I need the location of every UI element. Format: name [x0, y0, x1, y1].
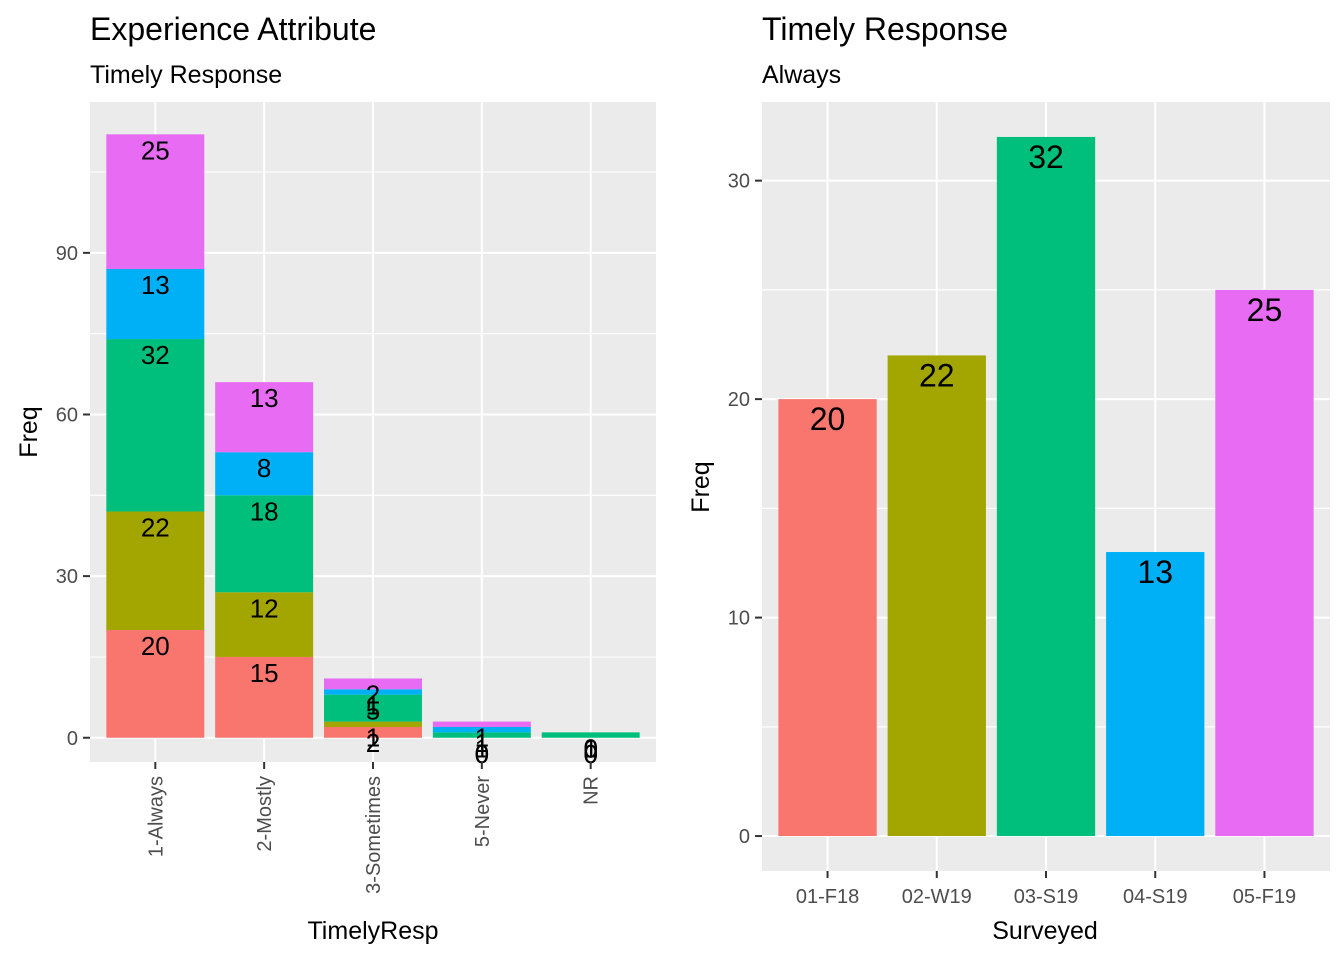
bar-label: 0: [583, 739, 597, 769]
left-chart-subtitle: Timely Response: [90, 61, 282, 89]
bar-label: 20: [810, 401, 846, 437]
bar-label: 0: [583, 733, 597, 763]
bar-segment: [106, 511, 205, 630]
bar: [887, 355, 986, 837]
y-tick-label: 30: [728, 171, 750, 193]
bar-label: 0: [583, 733, 597, 763]
bar-segment: [324, 689, 422, 695]
y-tick-label: 0: [739, 826, 750, 848]
left-y-axis-title: Freq: [15, 406, 43, 457]
bar-label: 13: [1137, 554, 1173, 590]
bar: [778, 399, 877, 837]
bar: [1106, 552, 1205, 837]
bar-label: 18: [250, 496, 279, 526]
bar-label: 22: [919, 357, 955, 393]
bar-segment: [215, 495, 314, 593]
bar-label: 1: [475, 723, 489, 753]
bar-segment: [324, 726, 422, 738]
x-tick-label: 04-S19: [1123, 886, 1188, 908]
bar-label: 25: [1247, 292, 1283, 328]
right-bar-labels: 20 22 32 13 25: [810, 139, 1283, 590]
left-x-axis-title: TimelyResp: [307, 917, 438, 945]
bar-label: 1: [583, 733, 597, 763]
left-x-axis: 1-Always 2-Mostly 3-Sometimes 5-Never NR: [145, 762, 603, 894]
right-y-axis: 0 10 20 30: [728, 171, 762, 848]
bar-label: 32: [1028, 139, 1064, 175]
right-x-axis-title: Surveyed: [992, 917, 1098, 945]
bar-label: 22: [141, 512, 170, 542]
bar-label: 13: [250, 383, 279, 413]
x-tick-label: 03-S19: [1014, 886, 1079, 908]
bar: [1215, 289, 1314, 837]
bar-segment: [324, 678, 422, 690]
bar-label: 8: [257, 453, 271, 483]
bar-segment: [106, 134, 205, 270]
y-tick-label: 0: [67, 728, 78, 750]
left-bars: [106, 134, 640, 738]
x-tick-label: NR: [581, 776, 603, 805]
bar-segment: [106, 269, 205, 340]
bar-segment: [106, 339, 205, 512]
x-tick-label: 02-W19: [902, 886, 972, 908]
y-tick-label: 90: [56, 243, 78, 265]
bar-label: 0: [583, 739, 597, 769]
bar-label: 0: [475, 739, 489, 769]
x-tick-label: 3-Sometimes: [363, 776, 385, 894]
bar-label: 1: [475, 728, 489, 758]
bar-segment: [432, 732, 531, 738]
bar-label: 1: [366, 723, 380, 753]
x-tick-label: 2-Mostly: [254, 776, 276, 852]
right-chart: Timely Response Always 20 22 32 13 25 0 10 20 3…: [687, 11, 1330, 945]
right-x-axis: 01-F18 02-W19 03-S19 04-S19 05-F19: [796, 871, 1296, 908]
left-chart-title: Experience Attribute: [90, 11, 376, 47]
bar-segment: [215, 382, 314, 453]
left-y-axis: 0 30 60 90: [56, 243, 90, 750]
bar-label: 25: [141, 135, 170, 165]
bar-label: 32: [141, 340, 170, 370]
right-y-axis-title: Freq: [687, 461, 715, 512]
y-tick-label: 60: [56, 404, 78, 426]
bar-label: 13: [141, 270, 170, 300]
bar-segment: [215, 452, 314, 496]
x-tick-label: 1-Always: [145, 776, 167, 857]
bar: [996, 136, 1096, 837]
bar-label: 12: [250, 593, 279, 623]
bar-label: 0: [475, 739, 489, 769]
left-chart: Experience Attribute Timely Response 202…: [15, 11, 656, 945]
bar-segment: [324, 694, 422, 722]
y-tick-label: 20: [728, 389, 750, 411]
bar-segment: [215, 656, 314, 738]
y-tick-label: 10: [728, 608, 750, 630]
bar-label: 15: [250, 658, 279, 688]
right-chart-subtitle: Always: [762, 61, 841, 89]
x-tick-label: 01-F18: [796, 886, 859, 908]
bar-segment: [324, 721, 422, 727]
bar-label: 1: [475, 733, 489, 763]
bar-segment: [215, 592, 314, 657]
bar-label: 2: [366, 679, 380, 709]
y-tick-label: 30: [56, 566, 78, 588]
bar-label: 1: [366, 690, 380, 720]
bar-label: 20: [141, 631, 170, 661]
bar-segment: [541, 732, 640, 738]
x-tick-label: 5-Never: [472, 776, 494, 847]
x-tick-label: 05-F19: [1233, 886, 1296, 908]
right-bars: [778, 136, 1314, 837]
bar-segment: [432, 726, 531, 733]
bar-segment: [432, 721, 531, 727]
right-chart-title: Timely Response: [762, 11, 1008, 47]
bar-label: 5: [366, 696, 380, 726]
bar-segment: [106, 630, 205, 738]
bar-label: 2: [366, 728, 380, 758]
